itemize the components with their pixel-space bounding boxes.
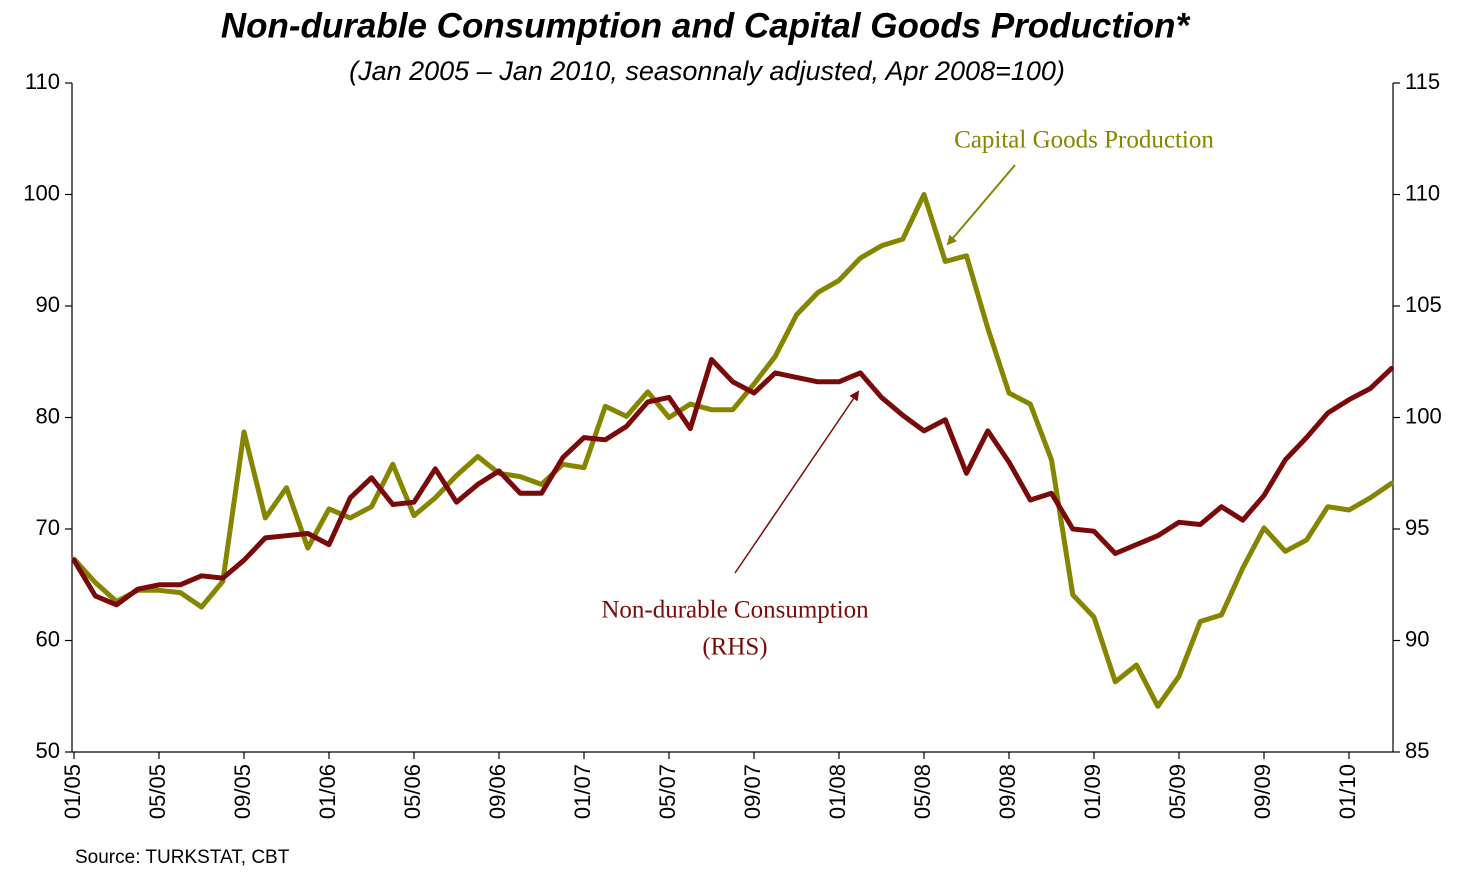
chart-subtitle: (Jan 2005 – Jan 2010, seasonnaly adjuste…	[349, 56, 1065, 86]
series-label: Non-durable Consumption	[601, 597, 869, 624]
y-tick-label: 60	[36, 626, 60, 651]
x-tick-label: 05/09	[1165, 764, 1190, 819]
y2-tick-label: 115	[1405, 69, 1440, 94]
source-note: Source: TURKSTAT, CBT	[75, 847, 290, 868]
x-tick-label: 01/06	[315, 764, 340, 819]
x-tick-label: 01/08	[825, 764, 850, 819]
x-tick-label: 05/07	[655, 764, 680, 819]
series-line	[71, 357, 1394, 608]
y-tick-label: 100	[23, 180, 60, 205]
x-tick-label: 05/05	[145, 764, 170, 819]
x-tick-label: 01/07	[570, 764, 595, 819]
y-tick-label: 50	[36, 738, 60, 763]
y-tick-label: 80	[36, 403, 60, 428]
y2-tick-label: 90	[1405, 626, 1429, 651]
x-tick-label: 05/06	[400, 764, 425, 819]
y-tick-label: 70	[36, 515, 60, 540]
x-tick-label: 09/08	[995, 764, 1020, 819]
x-tick-label: 09/09	[1250, 764, 1275, 819]
x-tick-label: 01/05	[60, 764, 85, 819]
y2-tick-label: 85	[1405, 738, 1429, 763]
series-label: Capital Goods Production	[954, 127, 1214, 154]
annotation-arrow	[734, 390, 860, 574]
y2-tick-label: 100	[1405, 403, 1442, 428]
y-tick-label: 90	[36, 292, 60, 317]
x-tick-label: 09/07	[740, 764, 765, 819]
x-tick-label: 09/06	[485, 764, 510, 819]
annotation-arrow	[946, 164, 1016, 246]
x-tick-label: 01/09	[1080, 764, 1105, 819]
y2-tick-label: 110	[1405, 180, 1440, 205]
y2-tick-label: 95	[1405, 515, 1429, 540]
annotation: (RHS)	[702, 634, 767, 661]
x-tick-label: 05/08	[910, 764, 935, 819]
x-tick-label: 01/10	[1335, 764, 1360, 819]
x-tick-label: 09/05	[230, 764, 255, 819]
y-tick-label: 110	[25, 69, 60, 94]
chart-title: Non-durable Consumption and Capital Good…	[221, 6, 1191, 45]
series-line	[71, 192, 1394, 709]
y2-tick-label: 105	[1405, 292, 1442, 317]
